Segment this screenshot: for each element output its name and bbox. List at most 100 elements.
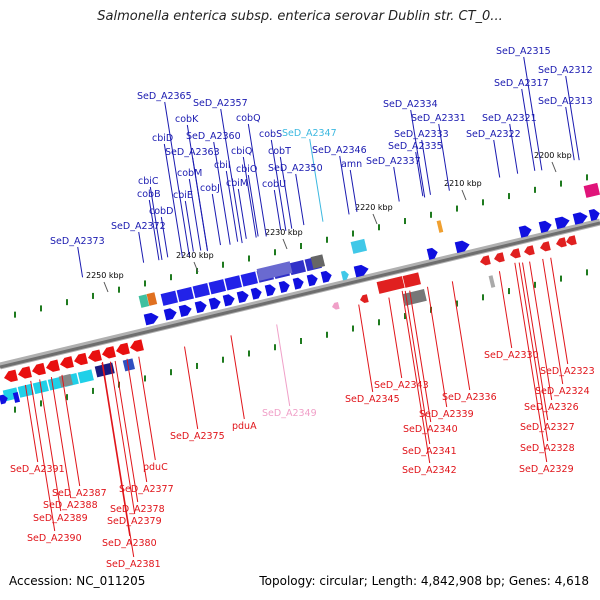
leader-line xyxy=(565,75,580,161)
tick-dot xyxy=(118,286,120,293)
leader-line xyxy=(160,216,169,258)
gene-label-sed_a2375[interactable]: SeD_A2375 xyxy=(170,431,225,442)
tick-dot xyxy=(586,269,588,276)
leader-line xyxy=(39,379,62,512)
leader-line xyxy=(451,281,471,391)
leader-line xyxy=(421,139,431,195)
gene-label-sed_a2380[interactable]: SeD_A2380 xyxy=(102,538,157,549)
gene-label-sed_a2363[interactable]: SeD_A2363 xyxy=(165,147,220,158)
forward-gene-arrow xyxy=(236,290,249,304)
gene-label-sed_a2321[interactable]: SeD_A2321 xyxy=(482,113,537,124)
gene-label-sed_a2331[interactable]: SeD_A2331 xyxy=(411,113,466,124)
forward-gene-arrow xyxy=(426,247,438,260)
gene-label-sed_a2341[interactable]: SeD_A2341 xyxy=(402,446,457,457)
leader-line xyxy=(404,290,431,445)
gene-label-cobt[interactable]: cobT xyxy=(268,146,291,157)
gene-label-sed_a2381[interactable]: SeD_A2381 xyxy=(106,559,161,570)
gene-label-sed_a2312[interactable]: SeD_A2312 xyxy=(538,65,593,76)
gene-label-sed_a2389[interactable]: SeD_A2389 xyxy=(33,513,88,524)
leader-line xyxy=(24,384,39,463)
gene-label-sed_a2324[interactable]: SeD_A2324 xyxy=(535,386,590,397)
gene-label-sed_a2343[interactable]: SeD_A2343 xyxy=(374,380,429,391)
gene-label-sed_a2322[interactable]: SeD_A2322 xyxy=(466,129,521,140)
gene-label-sed_a2328[interactable]: SeD_A2328 xyxy=(520,443,575,454)
gene-label-sed_a2335[interactable]: SeD_A2335 xyxy=(388,141,443,152)
gene-label-sed_a2379[interactable]: SeD_A2379 xyxy=(107,516,162,527)
reverse-gene-arrow xyxy=(332,301,340,310)
leader-line xyxy=(523,56,543,171)
gene-label-cobs[interactable]: cobS xyxy=(259,129,282,140)
gene-label-sed_a2365[interactable]: SeD_A2365 xyxy=(137,91,192,102)
gene-label-sed_a2327[interactable]: SeD_A2327 xyxy=(520,422,575,433)
tick-dot xyxy=(66,394,68,401)
gene-label-sed_a2329[interactable]: SeD_A2329 xyxy=(519,464,574,475)
tick-dot xyxy=(430,211,432,218)
reverse-gene-arrow xyxy=(556,237,567,248)
gene-label-sed_a2391[interactable]: SeD_A2391 xyxy=(10,464,65,475)
gene-label-cobb[interactable]: cobB xyxy=(137,189,161,200)
gene-label-pduc[interactable]: pduC xyxy=(143,462,168,473)
gene-label-sed_a2373[interactable]: SeD_A2373 xyxy=(50,236,105,247)
gene-label-cbid[interactable]: cbiD xyxy=(152,133,173,144)
tick-dot xyxy=(560,275,562,282)
forward-gene-arrow xyxy=(588,208,600,221)
gene-label-sed_a2330[interactable]: SeD_A2330 xyxy=(484,350,539,361)
gene-label-cobq[interactable]: cobQ xyxy=(236,113,261,124)
reverse-gene-arrow xyxy=(102,346,116,359)
gene-label-sed_a2349[interactable]: SeD_A2349 xyxy=(262,408,317,419)
gene-label-sed_a2390[interactable]: SeD_A2390 xyxy=(27,533,82,544)
gene-label-cobk[interactable]: cobK xyxy=(175,114,199,125)
gene-label-sed_a2345[interactable]: SeD_A2345 xyxy=(345,394,400,405)
gene-label-pdua[interactable]: pduA xyxy=(232,421,257,432)
feature-box xyxy=(488,275,496,288)
leader-line xyxy=(518,262,549,442)
gene-label-sed_a2347[interactable]: SeD_A2347 xyxy=(282,128,337,139)
gene-label-cbio[interactable]: cbiO xyxy=(236,164,257,175)
tick-dot xyxy=(144,375,146,382)
gene-label-cbii[interactable]: cbiI xyxy=(214,160,231,171)
leader-line xyxy=(426,286,448,408)
gene-label-cobu[interactable]: cobU xyxy=(262,179,286,190)
tick-label: 2250 kbp xyxy=(86,271,124,280)
tick-dot xyxy=(14,311,16,318)
gene-label-sed_a2315[interactable]: SeD_A2315 xyxy=(496,46,551,57)
leader-line xyxy=(409,290,432,423)
gene-label-sed_a2334[interactable]: SeD_A2334 xyxy=(383,99,438,110)
leader-line xyxy=(276,324,291,407)
gene-label-sed_a2378[interactable]: SeD_A2378 xyxy=(110,504,165,515)
gene-label-cbic[interactable]: cbiC xyxy=(138,176,159,187)
gene-label-sed_a2372[interactable]: SeD_A2372 xyxy=(111,221,166,232)
leader-line xyxy=(393,166,400,202)
gene-label-sed_a2388[interactable]: SeD_A2388 xyxy=(43,500,98,511)
gene-label-sed_a2336[interactable]: SeD_A2336 xyxy=(442,392,497,403)
gene-label-sed_a2360[interactable]: SeD_A2360 xyxy=(186,131,241,142)
gene-label-sed_a2339[interactable]: SeD_A2339 xyxy=(419,409,474,420)
gene-label-sed_a2342[interactable]: SeD_A2342 xyxy=(402,465,457,476)
gene-label-cobm[interactable]: cobM xyxy=(177,168,202,179)
gene-label-sed_a2340[interactable]: SeD_A2340 xyxy=(403,424,458,435)
gene-label-amn[interactable]: amn xyxy=(341,159,362,170)
gene-label-cbie[interactable]: cbiE xyxy=(173,190,193,201)
gene-label-sed_a2337[interactable]: SeD_A2337 xyxy=(366,156,421,167)
gene-label-sed_a2377[interactable]: SeD_A2377 xyxy=(119,484,174,495)
gene-label-sed_a2357[interactable]: SeD_A2357 xyxy=(193,98,248,109)
gene-label-cobj[interactable]: cobJ xyxy=(200,183,220,194)
leader-line xyxy=(138,231,145,263)
gene-label-sed_a2323[interactable]: SeD_A2323 xyxy=(540,366,595,377)
gene-label-cbiq[interactable]: cbiQ xyxy=(231,146,252,157)
tick-dot xyxy=(456,300,458,307)
gene-label-sed_a2326[interactable]: SeD_A2326 xyxy=(524,402,579,413)
gene-label-cbim[interactable]: cbiM xyxy=(226,178,248,189)
reverse-gene-arrow xyxy=(74,352,88,366)
leader-line xyxy=(410,109,426,198)
gene-label-sed_a2317[interactable]: SeD_A2317 xyxy=(494,78,549,89)
gene-label-sed_a2387[interactable]: SeD_A2387 xyxy=(52,488,107,499)
gene-label-sed_a2333[interactable]: SeD_A2333 xyxy=(394,129,449,140)
tick-dot xyxy=(300,243,302,249)
gene-label-sed_a2313[interactable]: SeD_A2313 xyxy=(538,96,593,107)
gene-label-sed_a2346[interactable]: SeD_A2346 xyxy=(312,145,367,156)
gene-label-cobd[interactable]: cobD xyxy=(149,206,173,217)
gene-label-sed_a2350[interactable]: SeD_A2350 xyxy=(268,163,323,174)
leader-line xyxy=(114,360,139,503)
